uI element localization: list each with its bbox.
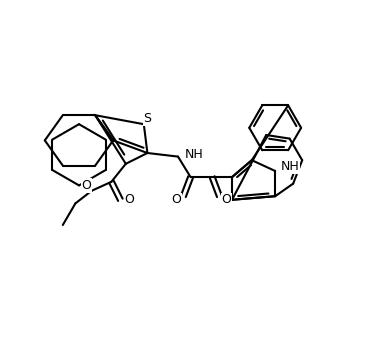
- Text: S: S: [143, 112, 151, 125]
- Text: O: O: [221, 193, 232, 206]
- Text: NH: NH: [185, 148, 203, 161]
- Text: O: O: [81, 179, 91, 192]
- Text: O: O: [171, 193, 181, 206]
- Text: NH: NH: [281, 160, 299, 173]
- Text: O: O: [125, 193, 134, 206]
